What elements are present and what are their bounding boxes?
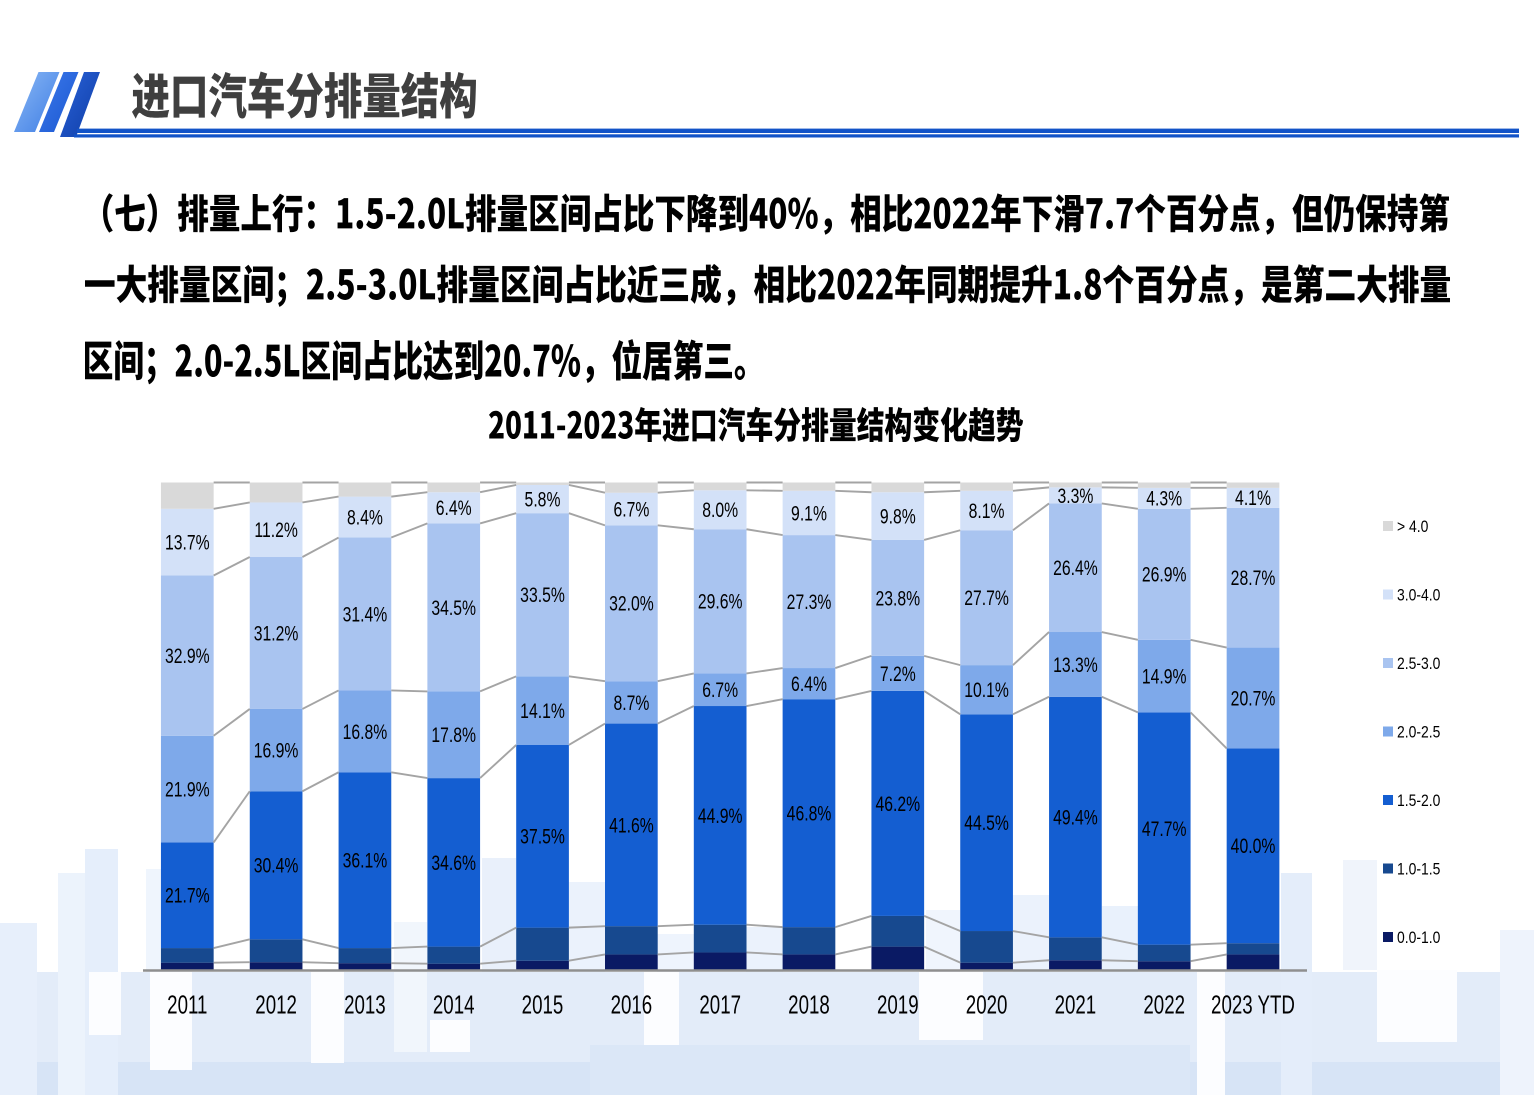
- svg-text:14.1%: 14.1%: [520, 699, 565, 723]
- svg-text:20.7%: 20.7%: [1231, 686, 1276, 710]
- svg-text:17.8%: 17.8%: [431, 723, 476, 747]
- svg-text:40.0%: 40.0%: [1231, 834, 1276, 858]
- svg-text:31.2%: 31.2%: [254, 621, 299, 645]
- svg-text:2014: 2014: [433, 990, 475, 1020]
- svg-text:10.1%: 10.1%: [964, 678, 1009, 702]
- svg-text:27.7%: 27.7%: [964, 586, 1009, 610]
- svg-text:27.3%: 27.3%: [787, 590, 832, 614]
- svg-text:2015: 2015: [522, 990, 564, 1020]
- svg-text:34.5%: 34.5%: [431, 596, 476, 620]
- svg-text:2012: 2012: [255, 990, 297, 1020]
- svg-text:16.9%: 16.9%: [254, 738, 299, 762]
- svg-text:49.4%: 49.4%: [1053, 805, 1098, 829]
- svg-text:2023 YTD: 2023 YTD: [1211, 990, 1295, 1020]
- svg-text:3.0-4.0: 3.0-4.0: [1397, 586, 1441, 605]
- svg-text:29.6%: 29.6%: [698, 589, 743, 613]
- svg-text:0.0-1.0: 0.0-1.0: [1397, 929, 1441, 948]
- svg-text:2020: 2020: [966, 990, 1008, 1020]
- svg-text:5.8%: 5.8%: [525, 487, 561, 511]
- svg-text:> 4.0: > 4.0: [1397, 518, 1429, 537]
- svg-text:4.1%: 4.1%: [1235, 486, 1271, 510]
- svg-text:13.7%: 13.7%: [165, 530, 210, 554]
- svg-text:6.4%: 6.4%: [791, 672, 827, 696]
- svg-text:8.1%: 8.1%: [969, 499, 1005, 523]
- svg-text:21.9%: 21.9%: [165, 777, 210, 801]
- svg-text:2011: 2011: [167, 990, 207, 1020]
- svg-text:1.5-2.0: 1.5-2.0: [1397, 792, 1441, 811]
- svg-text:46.2%: 46.2%: [875, 792, 920, 816]
- svg-text:2021: 2021: [1055, 990, 1097, 1020]
- svg-text:36.1%: 36.1%: [343, 848, 388, 872]
- svg-text:6.7%: 6.7%: [702, 678, 738, 702]
- svg-text:3.3%: 3.3%: [1057, 484, 1093, 508]
- svg-text:8.0%: 8.0%: [702, 498, 738, 522]
- svg-text:34.6%: 34.6%: [431, 851, 476, 875]
- svg-text:2017: 2017: [699, 990, 741, 1020]
- svg-text:23.8%: 23.8%: [875, 586, 920, 610]
- svg-text:8.7%: 8.7%: [613, 691, 649, 715]
- svg-text:47.7%: 47.7%: [1142, 817, 1187, 841]
- svg-text:16.8%: 16.8%: [343, 720, 388, 744]
- svg-text:31.4%: 31.4%: [343, 602, 388, 626]
- svg-text:41.6%: 41.6%: [609, 813, 654, 837]
- svg-text:14.9%: 14.9%: [1142, 664, 1187, 688]
- svg-text:21.7%: 21.7%: [165, 883, 210, 907]
- svg-text:26.9%: 26.9%: [1142, 562, 1187, 586]
- svg-text:13.3%: 13.3%: [1053, 653, 1098, 677]
- svg-text:33.5%: 33.5%: [520, 583, 565, 607]
- svg-text:1.0-1.5: 1.0-1.5: [1397, 860, 1440, 879]
- svg-text:8.4%: 8.4%: [347, 505, 383, 529]
- svg-text:44.9%: 44.9%: [698, 804, 743, 828]
- svg-text:2.0-2.5: 2.0-2.5: [1397, 723, 1440, 742]
- svg-text:37.5%: 37.5%: [520, 824, 565, 848]
- svg-text:28.7%: 28.7%: [1231, 566, 1276, 590]
- svg-text:46.8%: 46.8%: [787, 801, 832, 825]
- svg-text:32.9%: 32.9%: [165, 644, 210, 668]
- svg-text:6.7%: 6.7%: [613, 497, 649, 521]
- svg-text:2016: 2016: [611, 990, 653, 1020]
- svg-text:4.3%: 4.3%: [1146, 486, 1182, 510]
- svg-text:9.8%: 9.8%: [880, 504, 916, 528]
- svg-text:2018: 2018: [788, 990, 830, 1020]
- svg-text:30.4%: 30.4%: [254, 853, 299, 877]
- svg-text:2022: 2022: [1143, 990, 1185, 1020]
- svg-text:9.1%: 9.1%: [791, 501, 827, 525]
- svg-text:32.0%: 32.0%: [609, 591, 654, 615]
- svg-text:2019: 2019: [877, 990, 919, 1020]
- svg-text:26.4%: 26.4%: [1053, 556, 1098, 580]
- svg-text:44.5%: 44.5%: [964, 811, 1009, 835]
- svg-text:2.5-3.0: 2.5-3.0: [1397, 655, 1441, 674]
- svg-text:6.4%: 6.4%: [436, 496, 472, 520]
- svg-text:11.2%: 11.2%: [254, 518, 297, 542]
- svg-text:2013: 2013: [344, 990, 386, 1020]
- svg-text:7.2%: 7.2%: [880, 662, 916, 686]
